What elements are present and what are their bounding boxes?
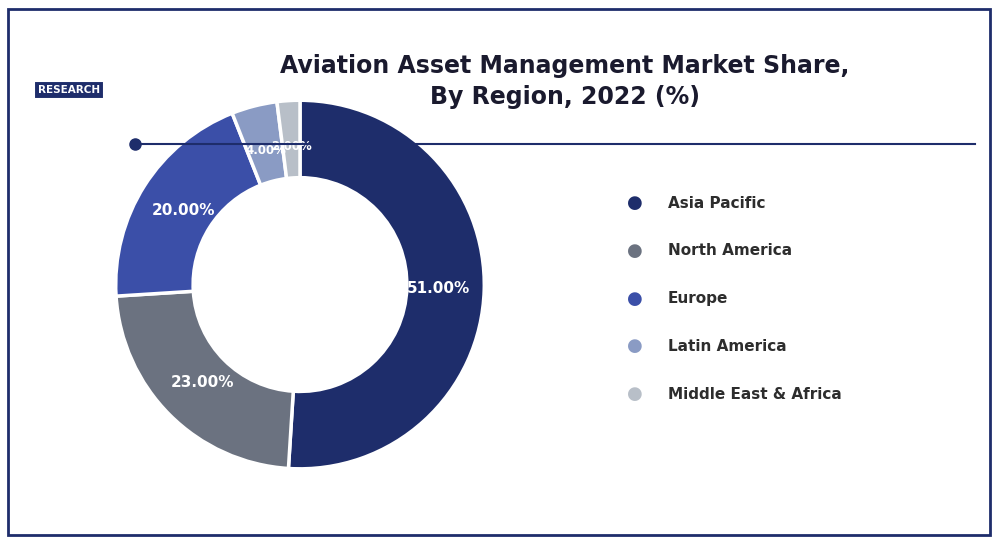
Wedge shape [116, 113, 261, 296]
Text: 2.00%: 2.00% [271, 140, 312, 153]
Wedge shape [288, 100, 484, 469]
Text: Aviation Asset Management Market Share,
By Region, 2022 (%): Aviation Asset Management Market Share, … [280, 54, 850, 109]
Text: ●: ● [627, 337, 643, 356]
Text: PRECEDENCE: PRECEDENCE [31, 47, 107, 57]
Text: ●: ● [627, 385, 643, 403]
Text: ●: ● [627, 289, 643, 308]
Text: North America: North America [668, 243, 792, 259]
Text: RESEARCH: RESEARCH [38, 85, 100, 95]
Text: ●: ● [627, 242, 643, 260]
Text: Latin America: Latin America [668, 339, 787, 354]
Wedge shape [232, 102, 287, 185]
Text: Asia Pacific: Asia Pacific [668, 196, 766, 211]
Text: ●: ● [627, 194, 643, 212]
Text: 23.00%: 23.00% [171, 375, 234, 390]
Text: 4.00%: 4.00% [245, 144, 286, 157]
Text: Middle East & Africa: Middle East & Africa [668, 386, 842, 402]
Text: Europe: Europe [668, 291, 728, 306]
Text: 51.00%: 51.00% [407, 281, 470, 296]
Text: 20.00%: 20.00% [152, 203, 215, 218]
Wedge shape [116, 291, 293, 468]
Wedge shape [277, 100, 300, 178]
